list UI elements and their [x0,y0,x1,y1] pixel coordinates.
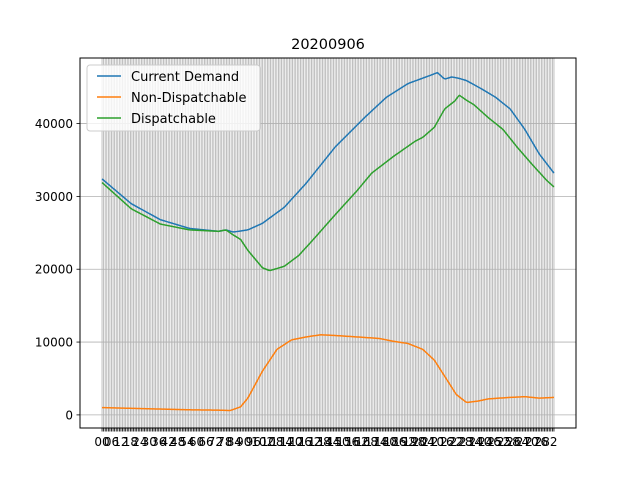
x-tick-label: 138 [308,435,331,449]
x-tick-label: 126 [289,435,312,449]
x-tick-label: 186 [383,435,406,449]
x-tick-label: 144 [317,435,340,449]
x-tick-label: 282 [535,435,558,449]
x-tick-label: 12 [113,435,128,449]
x-tick-label: 162 [346,435,369,449]
x-tick-label: 108 [261,435,284,449]
legend-label-dispatchable: Dispatchable [131,112,216,127]
x-tick-label: 96 [246,435,261,449]
x-gridlines [101,58,555,428]
x-tick-label: 192 [393,435,416,449]
series-lines [101,71,555,412]
x-tick-label: 252 [487,435,510,449]
x-tick-label: 60 [189,435,204,449]
x-tick-label: 00 [94,435,109,449]
x-tick-label: 06 [104,435,119,449]
x-tick-labels: 0006121824303642485460667278849096102108… [94,435,557,449]
x-tick-label: 78 [217,435,232,449]
x-tick-label: 90 [236,435,251,449]
y-tick-label: 0 [65,408,73,422]
x-tick-label: 36 [151,435,166,449]
x-tick-label: 84 [227,435,242,449]
x-tick-label: 66 [198,435,213,449]
x-tick-label: 150 [327,435,350,449]
x-tick-label: 264 [506,435,529,449]
x-tick-label: 72 [208,435,223,449]
x-tick-label: 54 [179,435,194,449]
y-tick-label: 20000 [35,263,73,277]
x-tick-label: 198 [402,435,425,449]
x-tick-label: 48 [170,435,185,449]
x-tick-label: 132 [298,435,321,449]
y-tick-label: 30000 [35,190,73,204]
x-tick-label: 24 [132,435,147,449]
plot-frame [79,57,577,429]
x-tick-label: 276 [525,435,548,449]
x-tick-label: 258 [497,435,520,449]
x-tick-label: 114 [270,435,293,449]
x-tick-label: 102 [251,435,274,449]
x-axis-ticks: 0006121824303642485460667278849096102108… [94,428,558,449]
legend-box [86,64,261,132]
x-tick-label: 120 [280,435,303,449]
x-tick-label: 240 [468,435,491,449]
legend: Current Demand Non-Dispatchable Dispatch… [86,64,261,132]
x-tick-label: 30 [142,435,157,449]
x-tick-label: 270 [516,435,539,449]
x-tick-label: 216 [431,435,454,449]
y-tick-label: 10000 [35,336,73,350]
x-tick-label: 222 [440,435,463,449]
series-line-non-dispatchable [102,334,554,412]
series-line-current-demand [101,71,555,233]
y-tick-label: 40000 [35,117,73,131]
legend-label-non-dispatchable: Non-Dispatchable [131,91,247,106]
legend-label-current-demand: Current Demand [131,70,239,85]
x-tick-label: 246 [478,435,501,449]
x-tick-label: 42 [161,435,176,449]
x-tick-label: 156 [336,435,359,449]
series-line-dispatchable [101,94,555,272]
y-axis-ticks: 0 10000 20000 30000 40000 [35,117,80,422]
x-tick-label: 234 [459,435,482,449]
x-tick-label: 180 [374,435,397,449]
x-tick-label: 204 [412,435,435,449]
x-tick-label: 18 [123,435,138,449]
x-tick-label: 174 [365,435,388,449]
x-tick-label: 168 [355,435,378,449]
y-gridlines [80,123,576,416]
chart-title: 20200906 [291,37,365,53]
x-tick-label: 228 [450,435,473,449]
x-tick-label: 210 [421,435,444,449]
